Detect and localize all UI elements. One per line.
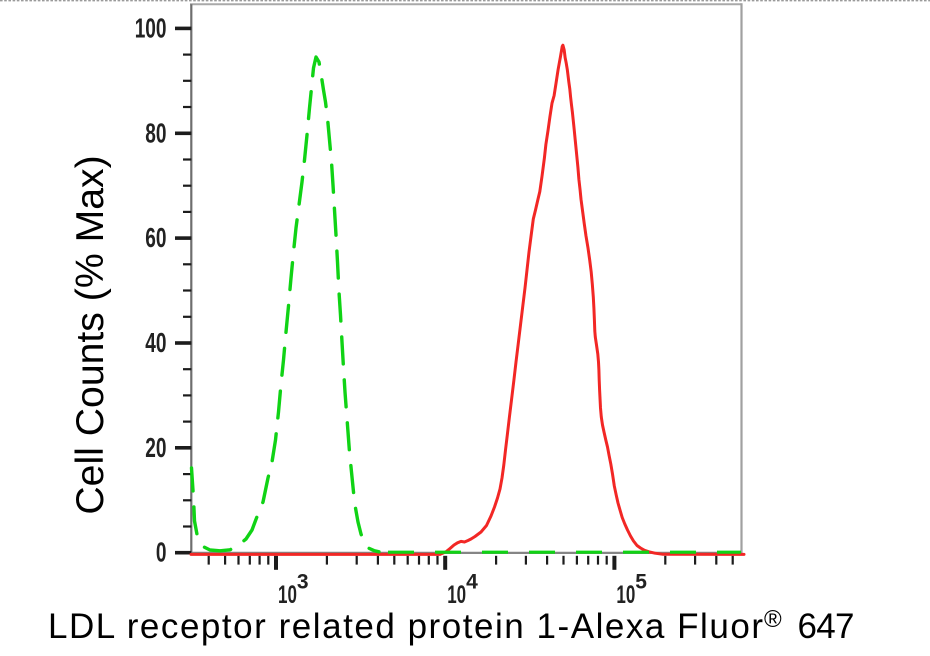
svg-text:Cell Counts (% Max): Cell Counts (% Max): [69, 155, 112, 514]
svg-text:0: 0: [156, 537, 167, 568]
svg-text:LDL receptor related protein 1: LDL receptor related protein 1-Alexa Flu…: [48, 607, 763, 646]
svg-text:60: 60: [145, 222, 166, 253]
svg-text:20: 20: [145, 432, 166, 463]
svg-text:80: 80: [145, 117, 166, 148]
svg-text:647: 647: [798, 607, 855, 646]
svg-text:40: 40: [145, 327, 166, 358]
svg-text:®: ®: [764, 606, 782, 633]
svg-text:103: 103: [278, 570, 309, 609]
svg-text:104: 104: [447, 570, 478, 609]
svg-text:100: 100: [135, 12, 167, 43]
svg-text:105: 105: [616, 570, 647, 609]
